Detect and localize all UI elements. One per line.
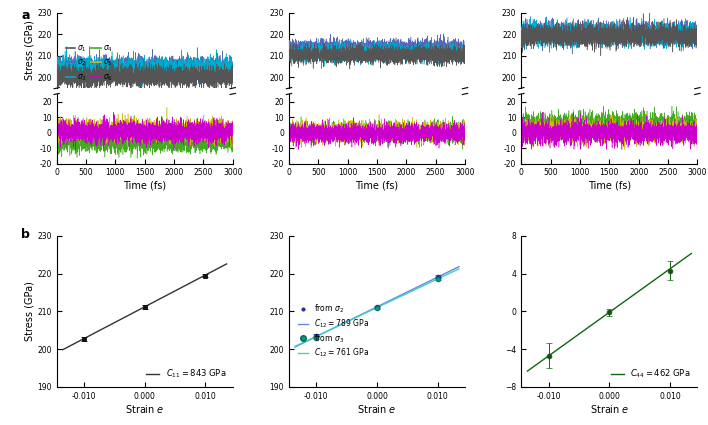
Legend: $C_{11}=843$ GPa: $C_{11}=843$ GPa — [144, 365, 229, 382]
Y-axis label: Stress (GPa): Stress (GPa) — [25, 20, 35, 80]
Legend: $C_{44}=462$ GPa: $C_{44}=462$ GPa — [609, 365, 693, 382]
Legend: $\sigma_1$, $\sigma_2$, $\sigma_3$, $\sigma_4$, $\sigma_5$, $\sigma_6$: $\sigma_1$, $\sigma_2$, $\sigma_3$, $\si… — [64, 42, 114, 84]
X-axis label: Strain $e$: Strain $e$ — [590, 403, 629, 415]
Text: b: b — [21, 228, 30, 241]
Text: a: a — [21, 9, 30, 22]
Legend: from $\sigma_2$, $C_{12}=789$ GPa, from $\sigma_3$, $C_{12}=761$ GPa: from $\sigma_2$, $C_{12}=789$ GPa, from … — [297, 301, 371, 361]
X-axis label: Time (fs): Time (fs) — [355, 180, 399, 190]
X-axis label: Time (fs): Time (fs) — [123, 180, 166, 190]
X-axis label: Strain $e$: Strain $e$ — [125, 403, 164, 415]
Y-axis label: Stress (GPa): Stress (GPa) — [25, 281, 35, 341]
X-axis label: Strain $e$: Strain $e$ — [358, 403, 396, 415]
X-axis label: Time (fs): Time (fs) — [588, 180, 631, 190]
